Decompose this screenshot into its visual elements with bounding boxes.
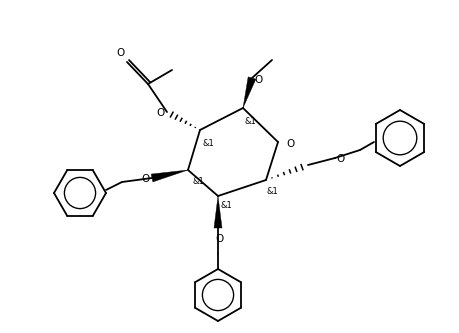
Text: O: O	[157, 108, 165, 118]
Text: &1: &1	[266, 187, 278, 196]
Text: &1: &1	[244, 117, 256, 126]
Text: &1: &1	[202, 140, 214, 149]
Text: O: O	[117, 48, 125, 58]
Text: &1: &1	[220, 201, 232, 210]
Polygon shape	[214, 196, 222, 228]
Text: O: O	[254, 75, 262, 85]
Text: O: O	[336, 154, 344, 164]
Polygon shape	[243, 77, 256, 108]
Polygon shape	[151, 170, 188, 182]
Text: O: O	[286, 139, 294, 149]
Text: O: O	[142, 174, 150, 184]
Text: &1: &1	[192, 177, 204, 186]
Text: O: O	[215, 234, 223, 244]
